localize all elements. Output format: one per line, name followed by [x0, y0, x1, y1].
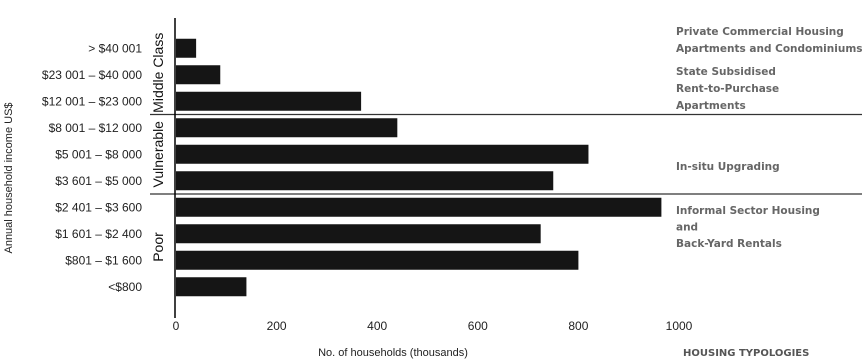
bar-23-001-40-000: [176, 65, 221, 85]
bar-800: [176, 277, 247, 297]
bar-5-001-8-000: [176, 144, 589, 164]
typologies-header: HOUSING TYPOLOGIES: [683, 348, 809, 359]
x-tick-label: 800: [568, 319, 588, 333]
category-label: $3 601 – $5 000: [55, 174, 142, 188]
typology-line: In-situ Upgrading: [676, 161, 780, 173]
bar-12-001-23-000: [176, 91, 362, 111]
typology-line: State Subsidised: [676, 66, 776, 78]
x-tick-label: 200: [267, 319, 287, 333]
group-labels: Middle Class Vulnerable Poor: [150, 33, 166, 262]
category-label: $8 001 – $12 000: [49, 121, 143, 135]
bar-3-601-5-000: [176, 171, 554, 191]
x-tick-label: 400: [367, 319, 387, 333]
x-tick-label: 600: [468, 319, 488, 333]
typology-line: Informal Sector Housing: [676, 205, 820, 217]
typology-line: Rent-to-Purchase: [676, 83, 779, 95]
x-tick-labels: 0 200 400 600 800 1000: [173, 319, 693, 333]
group-separators: [150, 113, 862, 195]
housing-typologies: Private Commercial Housing Apartments and…: [676, 26, 863, 250]
typology-line: Back-Yard Rentals: [676, 238, 782, 250]
typology-line: and: [676, 222, 698, 234]
category-label: $12 001 – $23 000: [42, 94, 142, 108]
bar-801-1-600: [176, 250, 579, 270]
typology-line: Private Commercial Housing: [676, 26, 844, 38]
group-label-poor: Poor: [150, 232, 166, 262]
bar-2-401-3-600: [176, 197, 662, 217]
bar-8-001-12-000: [176, 118, 398, 138]
bar-40-001: [176, 38, 197, 58]
category-label: $1 601 – $2 400: [55, 227, 142, 241]
x-axis-label: No. of households (thousands): [318, 347, 468, 359]
group-label-vulnerable: Vulnerable: [150, 121, 166, 188]
category-label: > $40 001: [88, 41, 142, 55]
category-labels: > $40 001 $23 001 – $40 000 $12 001 – $23 …: [42, 41, 142, 294]
category-label: $2 401 – $3 600: [55, 200, 142, 214]
bar-1-601-2-400: [176, 224, 541, 244]
bars: [176, 38, 662, 297]
typology-line: Apartments: [676, 100, 746, 112]
x-tick-label: 1000: [666, 319, 693, 333]
typology-line: Apartments and Condominiums: [676, 43, 863, 55]
x-tick-label: 0: [173, 319, 180, 333]
category-label: $23 001 – $40 000: [42, 68, 142, 82]
y-axis-label: Annual household income US$: [3, 102, 15, 253]
category-label: <$800: [108, 280, 142, 294]
category-label: $801 – $1 600: [65, 253, 142, 267]
category-label: $5 001 – $8 000: [55, 147, 142, 161]
group-label-middle-class: Middle Class: [150, 33, 166, 113]
